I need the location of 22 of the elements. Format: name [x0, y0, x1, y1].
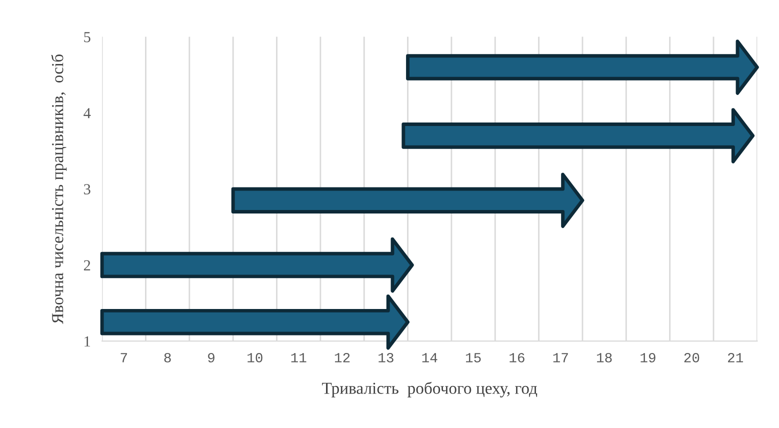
- x-tick-label: 14: [422, 353, 438, 362]
- x-tick-label: 11: [291, 353, 306, 362]
- x-tick-label: 12: [334, 353, 350, 362]
- y-tick-label: 5: [84, 32, 90, 42]
- y-tick-label: 2: [84, 260, 90, 270]
- x-tick-label: 10: [248, 353, 262, 362]
- x-tick-label: 21: [728, 353, 744, 362]
- y-tick-label: 1: [84, 336, 90, 346]
- x-tick-label: 7: [120, 353, 127, 362]
- y-axis-title: Явочна чисельність працівників, осіб: [51, 54, 67, 324]
- x-tick-label: 19: [640, 353, 656, 362]
- x-tick-label: 17: [553, 353, 568, 362]
- x-tick-label: 9: [208, 353, 214, 362]
- x-axis-title: Тривалість робочого цеху, год: [322, 382, 538, 398]
- x-tick-label: 15: [466, 353, 481, 362]
- x-tick-label: 8: [164, 353, 171, 362]
- x-tick-label: 18: [596, 353, 612, 362]
- y-tick-label: 4: [84, 108, 91, 118]
- x-tick-label: 20: [684, 353, 700, 362]
- x-tick-label: 13: [378, 353, 394, 362]
- x-tick-label: 16: [510, 353, 524, 362]
- y-tick-label: 3: [84, 184, 90, 194]
